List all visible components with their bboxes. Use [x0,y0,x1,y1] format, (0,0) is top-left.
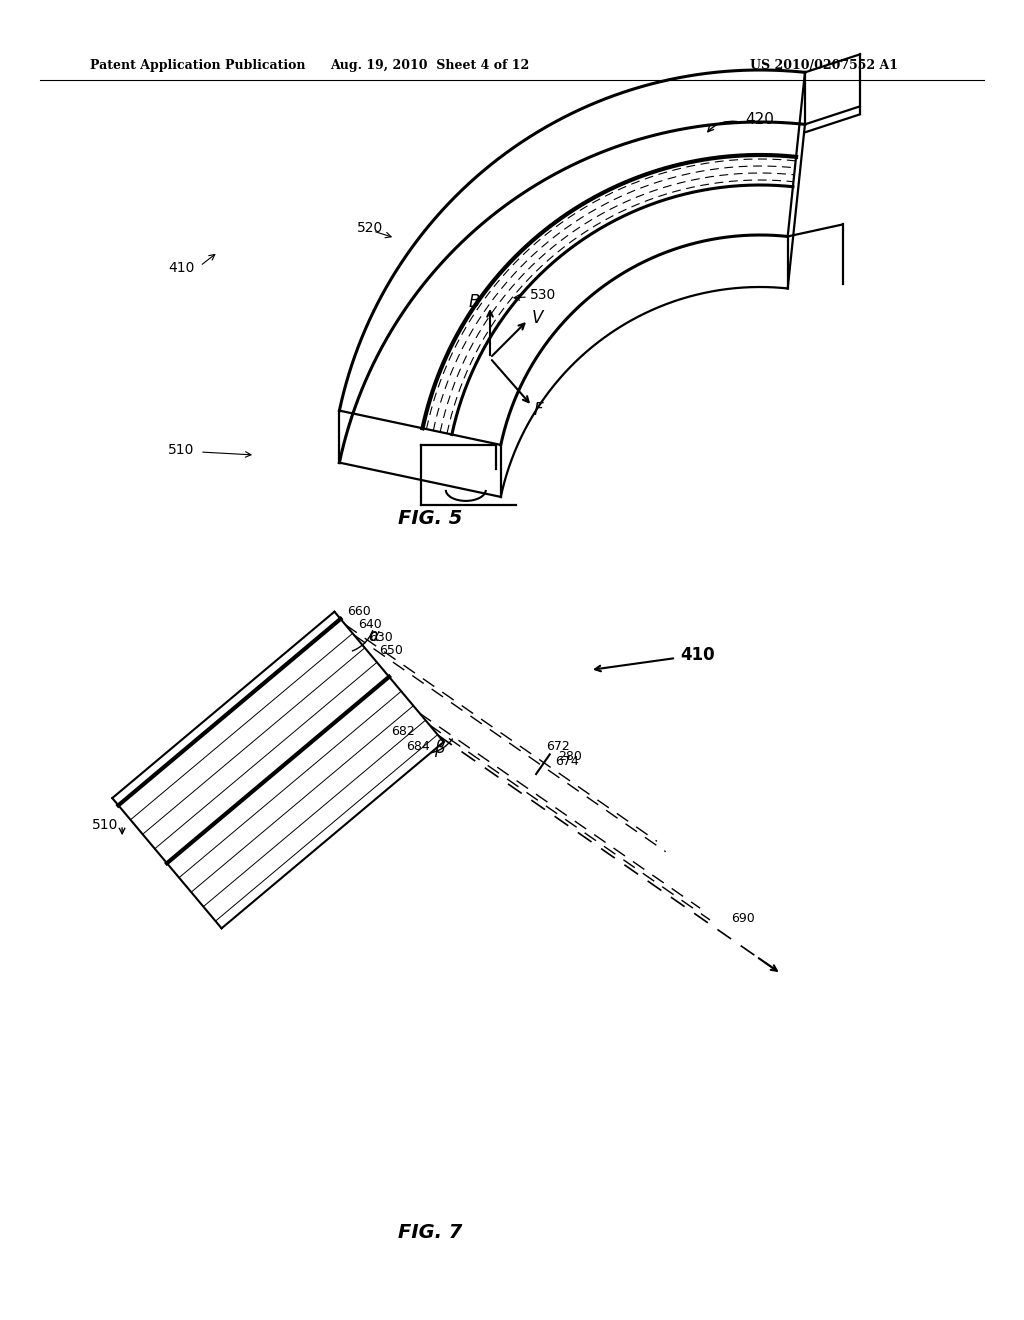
Text: $\alpha$: $\alpha$ [368,628,381,644]
Text: Aug. 19, 2010  Sheet 4 of 12: Aug. 19, 2010 Sheet 4 of 12 [331,58,529,71]
Text: US 2010/0207552 A1: US 2010/0207552 A1 [750,58,898,71]
Text: FIG. 5: FIG. 5 [397,508,462,528]
Text: 650: 650 [380,644,403,657]
Text: V: V [532,309,544,327]
Text: 630: 630 [369,631,392,644]
Text: 510: 510 [168,444,195,457]
Text: FIG. 7: FIG. 7 [397,1222,462,1242]
Text: 410: 410 [680,645,715,664]
Text: 684: 684 [406,741,429,754]
Text: 530: 530 [530,288,556,302]
Text: 682: 682 [391,725,415,738]
Text: 660: 660 [347,606,371,618]
Text: 280: 280 [558,750,582,763]
Text: $\beta$: $\beta$ [434,738,446,759]
Text: 690: 690 [731,912,755,925]
Text: 640: 640 [357,618,382,631]
Text: 672: 672 [547,741,570,754]
Text: 674: 674 [555,755,579,768]
Text: 510: 510 [91,818,118,832]
Text: B: B [469,293,480,312]
Text: 420: 420 [745,112,774,128]
Text: 520: 520 [357,220,383,235]
Text: F: F [534,401,544,418]
Text: 410: 410 [168,261,195,275]
Text: Patent Application Publication: Patent Application Publication [90,58,305,71]
